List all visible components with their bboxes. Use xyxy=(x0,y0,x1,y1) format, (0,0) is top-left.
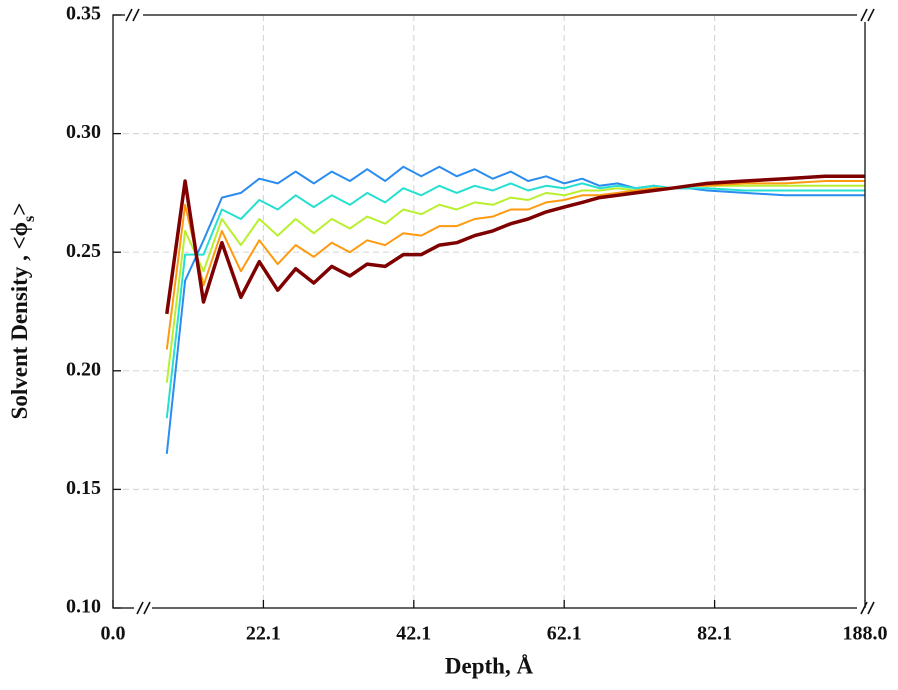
lines xyxy=(165,165,865,454)
y-tick-label: 0.15 xyxy=(66,477,101,499)
y-tick-label: 0.20 xyxy=(66,358,101,380)
x-tick-label: 0.0 xyxy=(101,623,126,645)
x-tick-label: 42.1 xyxy=(396,623,431,645)
y-tick-label: 0.10 xyxy=(66,596,101,618)
x-tick-label: 82.1 xyxy=(697,623,732,645)
x-tick-label: 22.1 xyxy=(246,623,281,645)
x-tick-label: 188.0 xyxy=(843,623,888,645)
axis-breaks xyxy=(125,8,875,615)
series-line xyxy=(165,184,865,383)
x-axis-label: Depth, Å xyxy=(445,653,534,678)
series-line xyxy=(165,182,865,419)
y-tick-label: 0.35 xyxy=(66,3,101,25)
y-tick-label: 0.30 xyxy=(66,121,101,143)
y-axis-label: Solvent Density , <ϕs> xyxy=(7,203,37,420)
x-tick-label: 62.1 xyxy=(547,623,582,645)
plot-frame xyxy=(112,14,866,609)
series-line xyxy=(165,174,865,315)
y-tick-label: 0.25 xyxy=(66,240,101,262)
grid xyxy=(113,15,865,608)
